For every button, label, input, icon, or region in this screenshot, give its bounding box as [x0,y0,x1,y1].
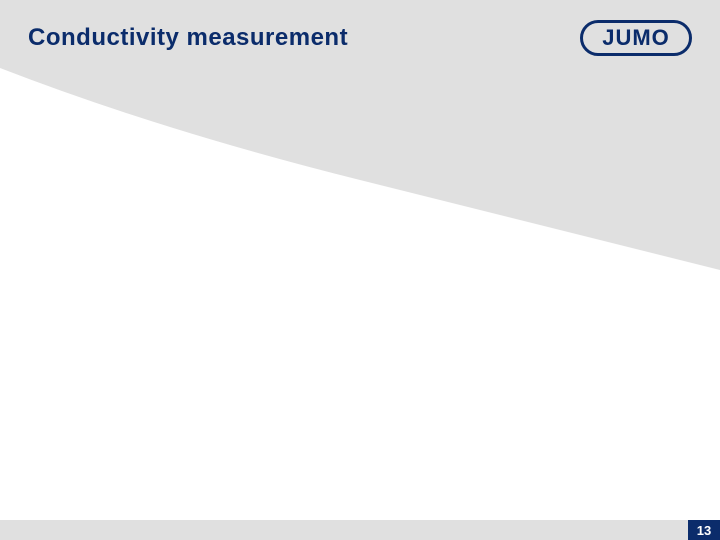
logo-text: JUMO [602,25,670,51]
footer-bar [0,520,720,540]
logo-pill: JUMO [580,20,692,56]
brand-logo: JUMO [580,20,692,56]
slide-title: Conductivity measurement [28,24,348,52]
page-number: 13 [688,520,720,540]
page-number-text: 13 [697,523,711,538]
background-curve [0,0,720,540]
slide-container: Conductivity measurement JUMO 13 [0,0,720,540]
